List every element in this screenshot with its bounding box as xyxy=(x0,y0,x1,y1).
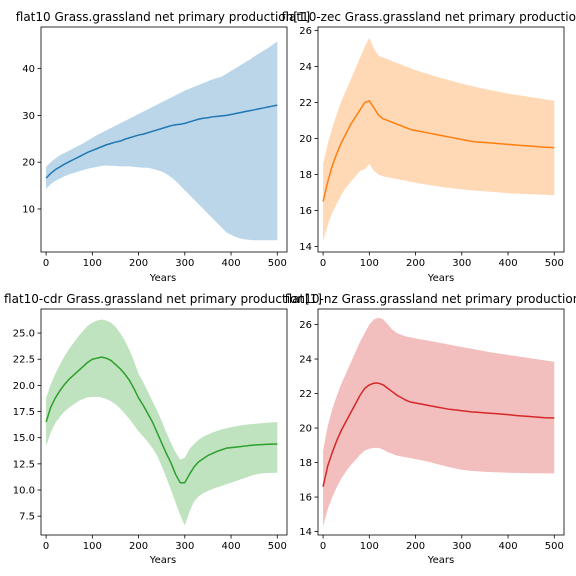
y-tick-label: 17.5 xyxy=(13,407,35,418)
x-axis-label: Years xyxy=(427,555,454,566)
x-axis: 0 100 200 300 400 500 xyxy=(43,252,287,269)
x-tick-label: 200 xyxy=(406,258,425,269)
x-tick-label: 200 xyxy=(129,541,148,552)
mean-line xyxy=(45,104,278,179)
y-tick-label: 22 xyxy=(299,389,312,400)
y-tick-label: 16 xyxy=(299,206,312,217)
mean-line xyxy=(322,100,555,202)
y-tick-label: 14 xyxy=(299,242,312,253)
y-axis: 10 20 30 40 xyxy=(22,64,41,215)
x-tick-label: 0 xyxy=(320,258,326,269)
x-tick-label: 100 xyxy=(360,541,379,552)
x-tick-label: 400 xyxy=(222,541,241,552)
x-tick-label: 0 xyxy=(320,541,326,552)
data-marks xyxy=(322,37,555,242)
mean-line xyxy=(322,382,555,487)
plot-area xyxy=(40,26,288,253)
plot-area xyxy=(317,26,565,253)
data-marks xyxy=(45,41,278,241)
subplot-flat10: flat10 Grass.grassland net primary produ… xyxy=(16,10,310,284)
y-tick-label: 10 xyxy=(22,204,35,215)
uncertainty-band xyxy=(323,317,555,527)
subplot-flat10-cdr: flat10-cdr Grass.grassland net primary p… xyxy=(4,292,322,566)
y-tick-label: 16 xyxy=(299,493,312,504)
y-tick-label: 22.5 xyxy=(13,355,35,366)
y-tick-label: 24 xyxy=(299,62,312,73)
x-tick-label: 400 xyxy=(499,258,518,269)
y-tick-label: 18 xyxy=(299,458,312,469)
y-tick-label: 20 xyxy=(22,158,35,169)
plot-title: flat10 Grass.grassland net primary produ… xyxy=(16,10,310,24)
plot-area xyxy=(317,308,565,536)
x-tick-label: 400 xyxy=(222,258,241,269)
y-tick-label: 24 xyxy=(299,355,312,366)
data-marks xyxy=(45,319,278,526)
y-tick-label: 12.5 xyxy=(13,459,35,470)
plot-area xyxy=(40,308,288,536)
uncertainty-band xyxy=(46,319,278,526)
y-tick-label: 20 xyxy=(299,134,312,145)
x-tick-label: 300 xyxy=(175,258,194,269)
plot-title: flat10-zec Grass.grassland net primary p… xyxy=(281,10,576,24)
y-tick-label: 22 xyxy=(299,98,312,109)
y-axis: 7.5 10.0 12.5 15.0 17.5 20.0 22.5 25.0 xyxy=(13,329,41,523)
y-tick-label: 25.0 xyxy=(13,329,35,340)
x-tick-label: 300 xyxy=(175,541,194,552)
y-tick-label: 30 xyxy=(22,111,35,122)
x-tick-label: 0 xyxy=(43,541,49,552)
y-tick-label: 20 xyxy=(299,424,312,435)
x-axis-label: Years xyxy=(149,273,176,284)
mean-line xyxy=(45,356,278,484)
y-tick-label: 26 xyxy=(299,320,312,331)
x-tick-label: 100 xyxy=(83,258,102,269)
y-tick-label: 20.0 xyxy=(13,381,35,392)
uncertainty-band xyxy=(323,37,555,242)
x-axis: 0 100 200 300 400 500 xyxy=(320,252,564,269)
y-tick-label: 10.0 xyxy=(13,486,35,497)
y-axis: 14 16 18 20 22 24 26 xyxy=(299,320,318,538)
y-axis: 14 16 18 20 22 24 26 xyxy=(299,26,318,253)
x-axis-label: Years xyxy=(149,555,176,566)
x-tick-label: 500 xyxy=(268,541,287,552)
x-tick-label: 100 xyxy=(360,258,379,269)
x-tick-label: 500 xyxy=(545,541,564,552)
x-tick-label: 300 xyxy=(452,541,471,552)
uncertainty-band xyxy=(46,41,278,241)
x-axis: 0 100 200 300 400 500 xyxy=(43,535,287,552)
y-tick-label: 14 xyxy=(299,527,312,538)
y-tick-label: 26 xyxy=(299,26,312,37)
x-tick-label: 400 xyxy=(499,541,518,552)
x-tick-label: 300 xyxy=(452,258,471,269)
subplot-flat10-nz: flat10-nz Grass.grassland net primary pr… xyxy=(285,292,576,566)
plot-title: flat10-cdr Grass.grassland net primary p… xyxy=(4,292,322,306)
x-axis-label: Years xyxy=(427,273,454,284)
x-tick-label: 100 xyxy=(83,541,102,552)
x-tick-label: 200 xyxy=(129,258,148,269)
x-axis: 0 100 200 300 400 500 xyxy=(320,535,564,552)
y-tick-label: 18 xyxy=(299,170,312,181)
subplot-flat10-zec: flat10-zec Grass.grassland net primary p… xyxy=(281,10,576,284)
x-tick-label: 200 xyxy=(406,541,425,552)
x-tick-label: 500 xyxy=(268,258,287,269)
y-tick-label: 40 xyxy=(22,64,35,75)
data-marks xyxy=(322,317,555,527)
y-tick-label: 15.0 xyxy=(13,433,35,444)
y-tick-label: 7.5 xyxy=(19,512,35,523)
plot-title: flat10-nz Grass.grassland net primary pr… xyxy=(285,292,576,306)
x-tick-label: 0 xyxy=(43,258,49,269)
x-tick-label: 500 xyxy=(545,258,564,269)
